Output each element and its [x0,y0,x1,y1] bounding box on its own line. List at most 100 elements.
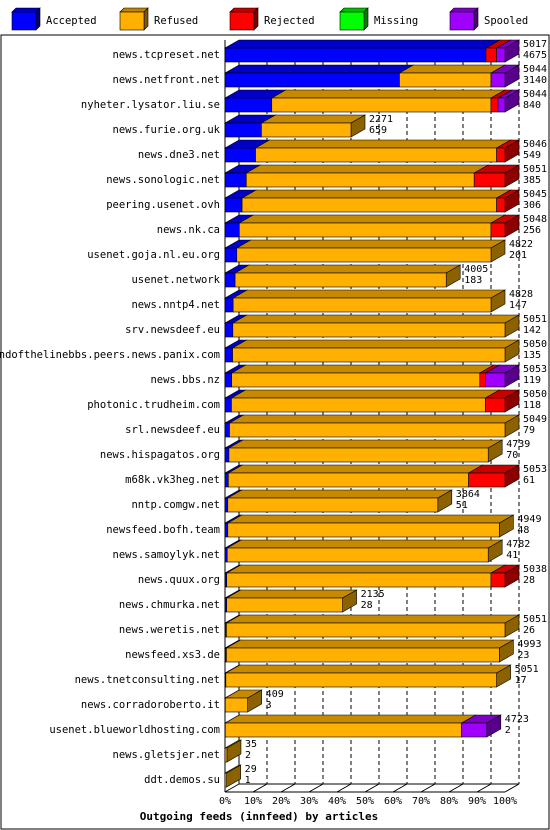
accepted-value: 3140 [523,75,547,86]
bar-front-face [224,747,228,763]
bar-segment-refused [231,339,521,363]
bar-segment-refused [254,139,512,163]
bar-front-face [226,547,489,563]
accepted-value: 142 [523,325,541,336]
x-tick-mark [476,783,492,793]
bar-label: usenet.goja.nl.eu.org [87,249,220,261]
bar-front-face [224,472,229,488]
bar-label: news.gletsjer.net [113,749,220,761]
offered-value: 5051 [523,614,547,625]
x-tick-mark [420,783,436,793]
x-tick-mark [504,783,520,793]
bar-label: news.quux.org [138,574,220,586]
bar-front-face [490,572,506,588]
bar-segment-refused [226,489,453,513]
bar-front-face [497,97,506,113]
bar-segment-spooled [495,39,521,63]
bar-segment-refused [225,589,358,613]
bar-segment-rejected [495,189,521,213]
offered-value: 5017 [523,39,547,50]
x-tick-label: 90% [468,796,486,807]
offered-value: 4949 [517,514,541,525]
bar-front-face [496,147,506,163]
bar-label: news.sonologic.net [106,174,220,186]
bar-front-face [490,222,506,238]
bar-segment-rejected [495,139,521,163]
legend-item-missing: Missing [339,7,418,31]
bar-front-face [224,247,238,263]
offered-value: 4723 [505,714,529,725]
bar-top-face [225,589,358,599]
legend-swatch-side [363,7,369,31]
bar-segment-accepted [223,164,262,188]
bar-top-face [254,139,512,149]
bar-segment-refused [231,289,507,313]
bar-label: news.weretis.net [119,624,220,636]
legend-item-rejected: Rejected [229,7,315,31]
accepted-value: 201 [509,250,527,261]
x-tick-mark [392,783,408,793]
x-tick-label: 20% [272,796,290,807]
bar-segment-refused [398,64,507,88]
legend-swatch [11,11,37,31]
offered-value: 5050 [523,389,547,400]
accepted-value: 48 [517,525,529,536]
offered-value: 5045 [523,189,547,200]
bar-segment-refused [270,89,507,113]
offered-value: 4739 [506,439,530,450]
bar-front-face [245,172,475,188]
bar-segment-accepted [223,189,258,213]
bar-front-face [226,622,506,638]
bar-segment-refused [224,714,477,738]
accepted-value: 1 [245,775,251,786]
bar-front-face [224,122,262,138]
bar-front-face [226,647,500,663]
legend-swatch-top [11,7,41,13]
bar-label: srl.newsdeef.eu [125,424,220,436]
legend-swatch [119,11,145,31]
chart-title: Outgoing feeds (innfeed) by articles [140,810,378,823]
accepted-value: 26 [523,625,535,636]
bar-front-face [224,697,248,713]
x-tick-label: 10% [244,796,262,807]
accepted-value: 70 [506,450,518,461]
bar-front-face [490,72,506,88]
bar-segment-spooled [496,89,521,113]
bar-label: endofthelinebbs.peers.news.panix.com [0,349,220,361]
offered-value: 5049 [523,414,547,425]
legend-swatch-top [449,7,479,13]
bar-front-face [225,672,497,688]
bar-segment-refused [230,389,501,413]
legend-swatch-side [35,7,41,31]
bar-top-face [238,214,507,224]
legend-swatch [449,11,475,31]
x-tick-mark [224,783,240,793]
x-tick-label: 100% [493,796,517,807]
bar-segment-rejected [489,214,521,238]
accepted-value: 51 [456,500,468,511]
offered-value: 4828 [509,289,533,300]
bar-front-face [224,197,243,213]
bar-top-face [225,639,515,649]
accepted-value: 28 [523,575,535,586]
bar-top-face [231,314,521,324]
bar-front-face [224,772,227,788]
bar-front-face [229,422,506,438]
bar-top-face [398,64,507,74]
bar-front-face [496,197,506,213]
bar-front-face [224,722,462,738]
offered-value: 5050 [523,339,547,350]
offered-value: 4822 [509,239,533,250]
bar-segment-refused [228,414,521,438]
bar-label: news.tnetconsulting.net [75,674,220,686]
bar-front-face [232,322,506,338]
